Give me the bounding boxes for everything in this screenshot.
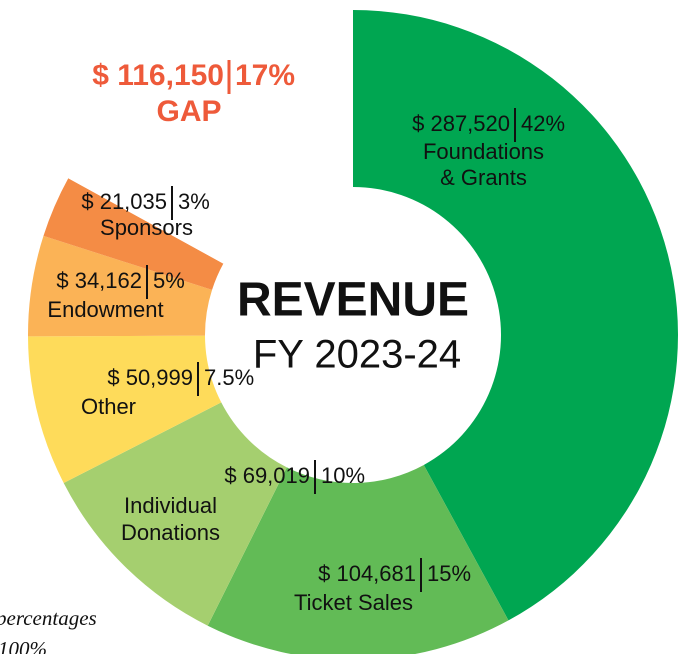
percent-label: 15% bbox=[427, 561, 471, 586]
category-label: Other bbox=[81, 394, 136, 419]
percent-label: 3% bbox=[178, 189, 210, 214]
value-label: $ 287,520 bbox=[412, 111, 510, 136]
footnote: percentages bbox=[0, 606, 97, 630]
percent-label: 10% bbox=[321, 463, 365, 488]
category-label: Endowment bbox=[47, 297, 163, 322]
category-label: GAP bbox=[156, 95, 221, 128]
percent-label: 42% bbox=[521, 111, 565, 136]
category-label: Ticket Sales bbox=[294, 590, 413, 615]
chart-title: REVENUE bbox=[237, 274, 469, 327]
category-label: & Grants bbox=[440, 165, 527, 190]
category-label: Sponsors bbox=[100, 215, 193, 240]
percent-label: 5% bbox=[153, 268, 185, 293]
donut-segment bbox=[63, 402, 287, 626]
donut-segment bbox=[68, 10, 353, 264]
donut-segment bbox=[353, 10, 679, 621]
value-label: $ 50,999 bbox=[107, 365, 193, 390]
value-label: $ 21,035 bbox=[81, 189, 167, 214]
donut-segment bbox=[28, 335, 222, 484]
donut-segment bbox=[43, 178, 224, 290]
percent-label: 17% bbox=[235, 59, 295, 92]
category-label: Individual bbox=[124, 493, 217, 518]
value-label: $ 34,162 bbox=[56, 268, 142, 293]
percent-label: 7.5% bbox=[204, 365, 254, 390]
value-label: $ 104,681 bbox=[318, 561, 416, 586]
chart-subtitle: FY 2023-24 bbox=[253, 333, 461, 377]
donut-segment bbox=[28, 235, 213, 337]
donut-segment bbox=[207, 464, 509, 654]
value-label: $ 116,150 bbox=[92, 59, 224, 92]
footnote: 100% bbox=[0, 637, 47, 654]
category-label: Donations bbox=[121, 520, 220, 545]
category-label: Foundations bbox=[423, 139, 544, 164]
value-label: $ 69,019 bbox=[224, 463, 310, 488]
